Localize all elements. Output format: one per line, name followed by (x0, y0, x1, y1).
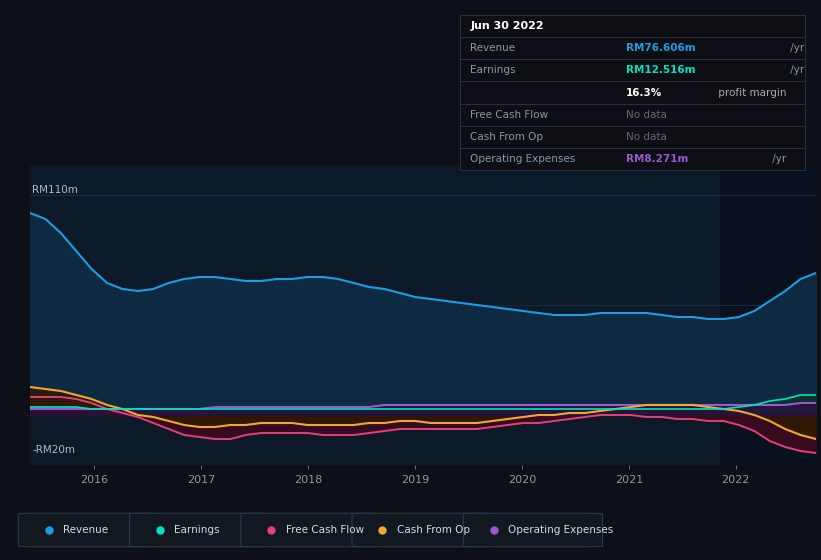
FancyBboxPatch shape (130, 513, 268, 547)
FancyBboxPatch shape (241, 513, 380, 547)
Text: RM8.271m: RM8.271m (626, 154, 688, 164)
Text: Cash From Op: Cash From Op (470, 132, 544, 142)
Text: RM76.606m: RM76.606m (626, 43, 695, 53)
Text: Earnings: Earnings (174, 525, 220, 535)
Text: -RM20m: -RM20m (32, 445, 76, 455)
Text: profit margin: profit margin (715, 87, 787, 97)
FancyBboxPatch shape (18, 513, 158, 547)
Text: Revenue: Revenue (63, 525, 108, 535)
Text: RM12.516m: RM12.516m (626, 66, 695, 76)
Text: No data: No data (626, 132, 667, 142)
Text: Revenue: Revenue (470, 43, 516, 53)
Text: Operating Expenses: Operating Expenses (508, 525, 613, 535)
Text: /yr: /yr (787, 66, 805, 76)
Text: 16.3%: 16.3% (626, 87, 662, 97)
Bar (720, 165, 816, 465)
Text: Free Cash Flow: Free Cash Flow (470, 110, 548, 120)
FancyBboxPatch shape (352, 513, 491, 547)
Text: Earnings: Earnings (470, 66, 516, 76)
Text: RM0: RM0 (32, 405, 55, 415)
Text: /yr: /yr (787, 43, 805, 53)
Text: RM110m: RM110m (32, 185, 78, 195)
Text: Operating Expenses: Operating Expenses (470, 154, 576, 164)
Text: Cash From Op: Cash From Op (397, 525, 470, 535)
FancyBboxPatch shape (463, 513, 603, 547)
Text: No data: No data (626, 110, 667, 120)
Text: Jun 30 2022: Jun 30 2022 (470, 21, 544, 31)
Text: /yr: /yr (769, 154, 787, 164)
Text: Free Cash Flow: Free Cash Flow (286, 525, 364, 535)
